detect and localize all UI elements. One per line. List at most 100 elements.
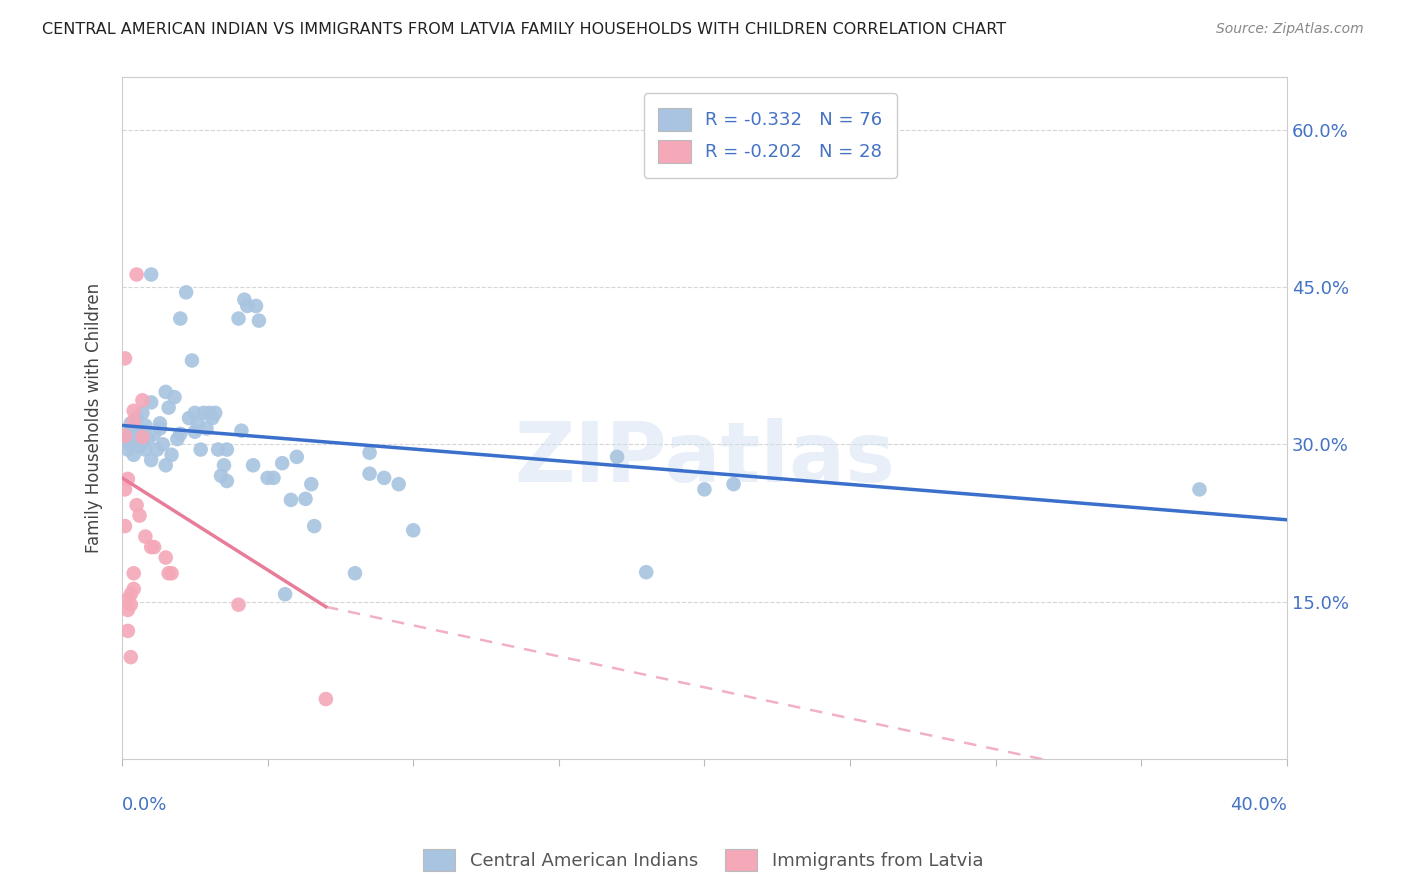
Point [125, 498, 148, 512]
Point [134, 418, 156, 433]
Legend: Central American Indians, Immigrants from Latvia: Central American Indians, Immigrants fro… [415, 842, 991, 879]
Point [228, 311, 250, 326]
Point [274, 587, 297, 601]
Point [174, 285, 197, 300]
Point [1188, 483, 1211, 497]
Point [117, 472, 139, 486]
Point [299, 477, 322, 491]
Point [155, 384, 177, 399]
Point [117, 426, 139, 441]
Point [723, 477, 745, 491]
Point [155, 458, 177, 473]
Point [131, 406, 153, 420]
Point [128, 439, 150, 453]
Point [215, 474, 238, 488]
Point [233, 293, 256, 307]
Point [160, 448, 183, 462]
Point [146, 442, 169, 457]
Point [120, 598, 142, 612]
Point [388, 477, 411, 491]
Point [606, 450, 628, 464]
Point [231, 424, 253, 438]
Text: CENTRAL AMERICAN INDIAN VS IMMIGRANTS FROM LATVIA FAMILY HOUSEHOLDS WITH CHILDRE: CENTRAL AMERICAN INDIAN VS IMMIGRANTS FR… [42, 22, 1007, 37]
Point [359, 446, 381, 460]
Point [125, 411, 148, 425]
Point [122, 566, 145, 581]
Point [198, 406, 221, 420]
Point [114, 429, 136, 443]
Point [141, 453, 163, 467]
Point [402, 523, 425, 537]
Point [143, 426, 166, 441]
Point [160, 566, 183, 581]
Point [141, 540, 163, 554]
Point [169, 311, 191, 326]
Point [285, 450, 308, 464]
Point [212, 458, 235, 473]
Point [143, 540, 166, 554]
Point [120, 587, 142, 601]
Legend: R = -0.332   N = 76, R = -0.202   N = 28: R = -0.332 N = 76, R = -0.202 N = 28 [644, 94, 897, 178]
Point [169, 426, 191, 441]
Point [184, 425, 207, 439]
Point [359, 467, 381, 481]
Point [128, 425, 150, 439]
Point [201, 411, 224, 425]
Point [190, 442, 212, 457]
Point [247, 313, 270, 327]
Text: Source: ZipAtlas.com: Source: ZipAtlas.com [1216, 22, 1364, 37]
Point [256, 471, 278, 485]
Text: ZIPatlas: ZIPatlas [515, 418, 896, 500]
Point [177, 411, 200, 425]
Point [136, 432, 159, 446]
Point [131, 393, 153, 408]
Point [114, 519, 136, 533]
Point [128, 508, 150, 523]
Point [131, 430, 153, 444]
Text: 40.0%: 40.0% [1230, 797, 1286, 814]
Point [131, 435, 153, 450]
Point [120, 417, 142, 431]
Point [117, 592, 139, 607]
Point [157, 401, 180, 415]
Point [122, 582, 145, 596]
Point [302, 519, 325, 533]
Point [209, 468, 232, 483]
Point [134, 442, 156, 457]
Point [141, 395, 163, 409]
Point [636, 565, 658, 579]
Point [343, 566, 366, 581]
Point [120, 650, 142, 665]
Point [149, 417, 172, 431]
Point [117, 624, 139, 638]
Point [122, 404, 145, 418]
Point [263, 471, 285, 485]
Point [294, 491, 316, 506]
Point [271, 456, 294, 470]
Point [125, 429, 148, 443]
Point [125, 268, 148, 282]
Point [245, 299, 267, 313]
Point [141, 268, 163, 282]
Y-axis label: Family Households with Children: Family Households with Children [86, 283, 103, 553]
Point [122, 421, 145, 435]
Point [117, 442, 139, 457]
Point [157, 566, 180, 581]
Point [193, 406, 215, 420]
Point [236, 299, 259, 313]
Point [155, 550, 177, 565]
Point [163, 390, 186, 404]
Point [149, 421, 172, 435]
Point [280, 492, 302, 507]
Point [195, 421, 218, 435]
Point [117, 603, 139, 617]
Point [134, 530, 156, 544]
Point [114, 483, 136, 497]
Point [693, 483, 716, 497]
Point [114, 432, 136, 446]
Point [114, 351, 136, 366]
Point [187, 417, 209, 431]
Point [228, 598, 250, 612]
Point [122, 448, 145, 462]
Point [215, 442, 238, 457]
